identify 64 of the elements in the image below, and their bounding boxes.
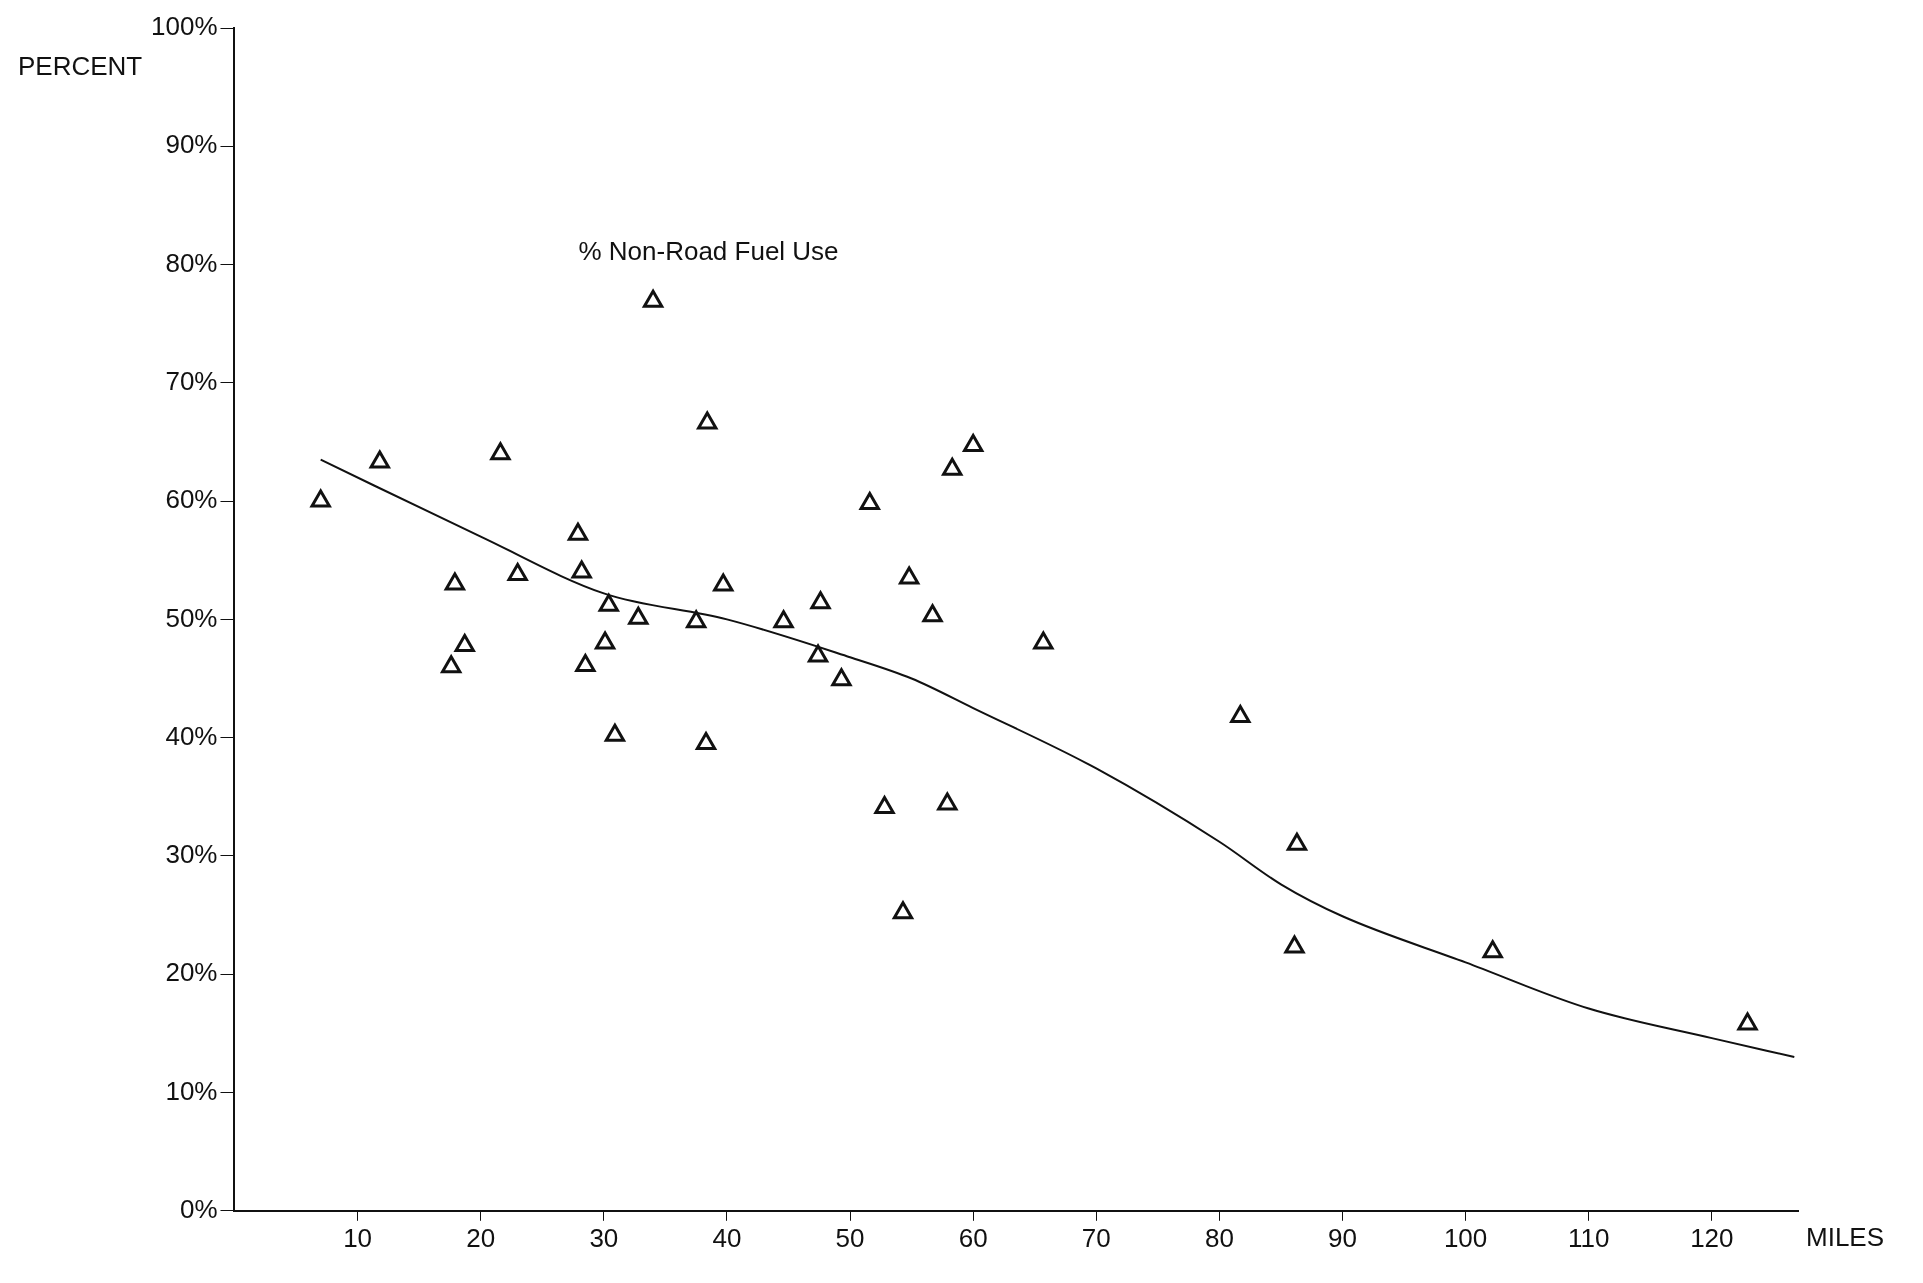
- point: [810, 591, 831, 610]
- x-tick-label: 20: [466, 1222, 496, 1253]
- y-tick-label: 70%: [165, 366, 218, 397]
- x-tick-label: 60: [958, 1222, 988, 1253]
- point: [898, 566, 920, 585]
- point: [1286, 832, 1308, 851]
- point: [444, 572, 466, 591]
- point: [922, 604, 943, 623]
- point: [490, 442, 511, 461]
- y-tick-label: 90%: [165, 129, 218, 160]
- y-tick-label: 100%: [151, 11, 218, 42]
- point: [937, 792, 958, 811]
- y-tick-label: 50%: [165, 602, 218, 633]
- point: [695, 732, 717, 751]
- x-tick-label: 100: [1443, 1222, 1488, 1253]
- point: [713, 573, 734, 592]
- point: [567, 522, 589, 541]
- point: [594, 631, 616, 650]
- y-tick-label: 20%: [165, 957, 218, 988]
- point: [571, 560, 592, 579]
- point: [507, 562, 528, 581]
- point: [892, 901, 914, 920]
- point: [859, 491, 880, 510]
- annotation: % Non-Road Fuel Use: [578, 235, 839, 266]
- point: [1284, 935, 1305, 954]
- x-tick-label: 90: [1328, 1222, 1357, 1253]
- point: [441, 655, 462, 674]
- line-series: [319, 458, 1796, 1059]
- y-tick-label: 30%: [165, 839, 218, 870]
- x-tick-label: 10: [343, 1222, 373, 1253]
- point: [773, 610, 794, 629]
- x-tick-label: 120: [1690, 1222, 1734, 1253]
- point: [807, 644, 829, 663]
- point: [1033, 631, 1054, 650]
- point: [575, 654, 596, 673]
- y-tick-label: 40%: [165, 720, 218, 751]
- x-axis-title: MILES: [1806, 1221, 1885, 1252]
- point: [1482, 940, 1503, 959]
- y-tick-label: 10%: [165, 1075, 218, 1106]
- point: [598, 593, 619, 612]
- point: [454, 633, 475, 652]
- x-tick-label: 70: [1081, 1222, 1111, 1253]
- x-tick-label: 80: [1204, 1222, 1234, 1253]
- point: [942, 457, 963, 476]
- point: [369, 450, 390, 469]
- x-tick-label: 50: [835, 1222, 865, 1253]
- x-tick-label: 110: [1567, 1222, 1610, 1253]
- point: [697, 411, 718, 430]
- y-tick-label: 80%: [165, 247, 218, 278]
- point: [310, 489, 331, 508]
- point: [642, 289, 664, 308]
- point: [1737, 1012, 1758, 1031]
- point: [874, 795, 895, 814]
- point: [686, 610, 707, 629]
- x-tick-label: 40: [712, 1222, 742, 1253]
- x-tick-label: 30: [589, 1222, 619, 1253]
- point: [963, 434, 984, 453]
- y-tick-label: 0%: [179, 1193, 218, 1224]
- y-axis-title: PERCENT: [18, 51, 143, 82]
- point: [628, 606, 649, 625]
- point: [831, 668, 852, 687]
- point: [604, 723, 626, 742]
- point: [1230, 704, 1251, 723]
- y-tick-label: 60%: [165, 484, 218, 515]
